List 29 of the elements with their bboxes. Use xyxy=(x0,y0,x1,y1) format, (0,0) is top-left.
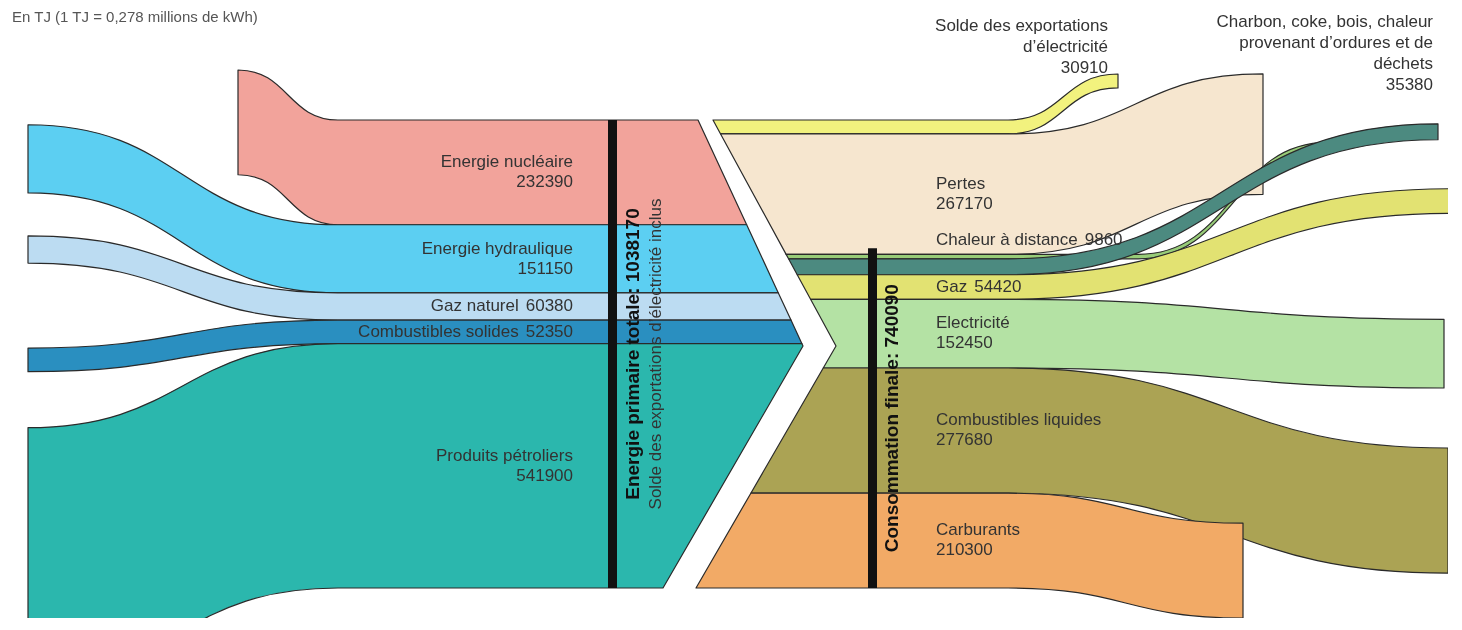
data-label: 232390 xyxy=(516,172,573,192)
data-label: 541900 xyxy=(516,465,573,485)
data-label: 35380 xyxy=(1385,75,1433,95)
category-label: Combustibles solides xyxy=(358,321,519,341)
data-label: 210300 xyxy=(936,540,993,560)
data-label: 152450 xyxy=(936,333,993,353)
data-label: 267170 xyxy=(936,193,993,213)
text: Solde des exportations d’électricité inclus xyxy=(645,198,665,510)
category-label: Charbon, coke, bois, chaleur provenant d’ordures et de déchets xyxy=(1216,12,1434,74)
data-label: 151150 xyxy=(517,258,573,278)
category-label: Solde des exportations d’électricité xyxy=(935,16,1108,57)
category-label: Gaz xyxy=(936,276,968,296)
category-label: Electricité xyxy=(936,313,1010,333)
category-label: Chaleur à distance xyxy=(936,230,1078,250)
text: Consommation finale: 740090 xyxy=(881,284,903,553)
category-label: Carburants xyxy=(936,520,1021,540)
category-label: Produits pétroliers xyxy=(435,445,573,465)
data-label: 54420 xyxy=(974,276,1022,296)
text: En TJ (1 TJ = 0,278 millions de kWh) xyxy=(12,7,258,25)
category-label: Pertes xyxy=(936,173,986,193)
data-label: 30910 xyxy=(1060,58,1108,78)
category-label: Energie hydraulique xyxy=(421,238,573,258)
text: Energie primaire totale: 1038170 xyxy=(622,208,644,500)
data-label: 277680 xyxy=(936,430,993,450)
category-label: Energie nucléaire xyxy=(440,152,573,172)
data-label: 52350 xyxy=(525,321,574,341)
category-label: Gaz naturel xyxy=(430,296,519,316)
data-label: 60380 xyxy=(525,296,574,316)
category-label: Combustibles liquides xyxy=(936,410,1102,430)
